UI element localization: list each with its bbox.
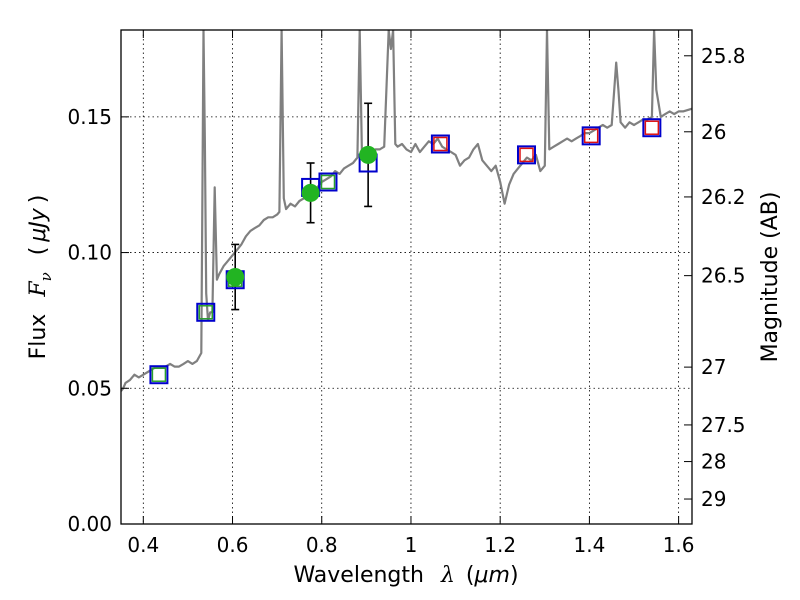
y2-tick-label: 27 bbox=[701, 355, 726, 379]
x-tick-label: 1.4 bbox=[573, 533, 605, 557]
x-tick-label: 0.6 bbox=[217, 533, 249, 557]
model-photometry-square bbox=[581, 126, 601, 146]
y2-tick-label: 26 bbox=[701, 120, 726, 144]
y2-tick-label: 28 bbox=[701, 450, 726, 474]
y2-tick-label: 27.5 bbox=[701, 413, 746, 437]
y-tick-label: 0.15 bbox=[67, 105, 112, 129]
y-axis-label: Flux Fν (μJy) bbox=[26, 195, 57, 360]
y-axis-label-unit: μJy bbox=[26, 207, 51, 242]
observed-flux-square bbox=[519, 147, 534, 163]
model-photometry-square bbox=[516, 145, 536, 165]
x-axis-label-symbol: λ bbox=[440, 563, 455, 588]
x-tick-label: 0.4 bbox=[127, 533, 159, 557]
y2-axis-label: Magnitude (AB) bbox=[758, 192, 783, 363]
x-tick-label: 1 bbox=[405, 533, 418, 557]
y-axis-label-symbol: F bbox=[26, 281, 51, 298]
plot-frame bbox=[120, 29, 693, 525]
x-tick-label: 1.6 bbox=[663, 533, 695, 557]
model-photometry-square bbox=[642, 118, 662, 138]
model-photometry-square bbox=[196, 302, 216, 322]
model-photometry-square bbox=[430, 134, 450, 154]
x-axis-label: Wavelength λ (μm) bbox=[293, 563, 518, 588]
y2-tick-label: 29 bbox=[701, 487, 726, 511]
detection-point bbox=[301, 183, 320, 202]
detection-point bbox=[226, 268, 245, 286]
ticks: 0.4 0.6 0.8 1 1.2 1.4 1.6 0.00 0.05 0.10 0.15 25.8 2… bbox=[67, 30, 746, 557]
y-tick-label: 0.10 bbox=[67, 241, 112, 265]
y-axis-label-subscript: ν bbox=[37, 272, 55, 281]
x-tick-label: 1.2 bbox=[484, 533, 516, 557]
model-spectrum-line bbox=[121, 30, 692, 392]
markers bbox=[149, 102, 662, 385]
y2-tick-label: 25.8 bbox=[701, 44, 746, 68]
observed-flux-square bbox=[583, 128, 599, 144]
observed-flux-square bbox=[151, 367, 167, 382]
observed-flux-square bbox=[433, 136, 448, 152]
model-photometry-square bbox=[318, 172, 338, 192]
observed-flux-square bbox=[644, 120, 660, 135]
y2-tick-label: 26.5 bbox=[701, 264, 746, 288]
y-tick-label: 0.00 bbox=[67, 512, 112, 536]
x-axis-label-text: Wavelength bbox=[293, 563, 424, 588]
observed-flux-square bbox=[320, 174, 336, 190]
y-tick-label: 0.05 bbox=[67, 376, 112, 400]
observed-flux-square bbox=[198, 305, 214, 320]
x-tick-label: 0.8 bbox=[306, 533, 338, 557]
y2-tick-label: 26.2 bbox=[701, 185, 746, 209]
y-axis-label-text: Flux bbox=[26, 314, 51, 360]
detection-point bbox=[359, 145, 378, 164]
model-photometry-square bbox=[149, 365, 169, 385]
x-axis-label-unit: μm bbox=[474, 563, 510, 588]
